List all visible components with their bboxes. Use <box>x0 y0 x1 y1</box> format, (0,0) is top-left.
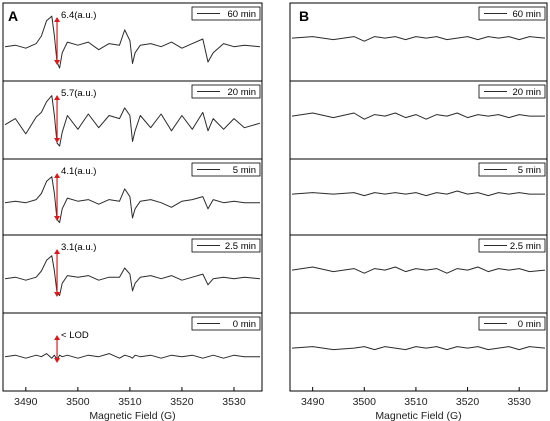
spectrum-trace-0-min <box>4 353 260 361</box>
panel-a-frame <box>2 2 263 392</box>
amplitude-arrow-head-up <box>54 249 61 254</box>
spectrum-trace-2-5-min <box>291 266 546 274</box>
panel-letter: A <box>8 8 18 24</box>
legend-box <box>478 238 546 253</box>
amplitude-annotation: 4.1(a.u.) <box>61 166 96 177</box>
spectrum-trace-60-min <box>291 36 546 42</box>
legend-label: 2.5 min <box>510 241 541 252</box>
amplitude-annotation: < LOD <box>61 330 89 341</box>
spectrum-trace-60-min <box>4 15 261 69</box>
legend-box <box>191 162 261 177</box>
x-tick-label: 3520 <box>456 396 480 408</box>
x-axis-label: Magnetic Field (G) <box>375 410 461 421</box>
x-tick-label: 3530 <box>508 396 532 408</box>
x-tick-label: 3520 <box>170 396 194 408</box>
amplitude-arrow-head-up <box>54 173 61 178</box>
legend-box <box>191 6 261 21</box>
legend-label: 60 min <box>512 9 541 20</box>
amplitude-arrow-head-up <box>54 335 61 340</box>
legend-box <box>478 316 546 331</box>
legend-label: 0 min <box>233 319 256 330</box>
amplitude-arrow-head-down <box>54 216 61 221</box>
x-tick-label: 3490 <box>14 396 38 408</box>
x-tick-label: 3510 <box>118 396 142 408</box>
legend-box <box>478 84 546 99</box>
x-tick-label: 3530 <box>222 396 246 408</box>
legend-box <box>478 6 546 21</box>
legend-label: 0 min <box>518 319 541 330</box>
panel-letter: B <box>299 8 309 24</box>
spectrum-trace-20-min <box>4 95 261 147</box>
panel-b-frame <box>289 2 548 392</box>
amplitude-arrow-head-up <box>54 17 61 22</box>
x-tick-label: 3510 <box>404 396 428 408</box>
legend-label: 5 min <box>233 165 256 176</box>
legend-label: 2.5 min <box>225 241 256 252</box>
amplitude-arrow-head-down <box>54 138 61 143</box>
spectrum-trace-5-min <box>291 190 545 197</box>
x-tick-label: 3500 <box>353 396 377 408</box>
x-tick-label: 3490 <box>301 396 325 408</box>
legend-label: 5 min <box>518 165 541 176</box>
legend-label: 60 min <box>227 9 256 20</box>
spectrum-trace-0-min <box>291 346 546 351</box>
amplitude-arrow-head-down <box>54 292 61 297</box>
legend-label: 20 min <box>512 87 541 98</box>
legend-label: 20 min <box>227 87 256 98</box>
amplitude-annotation: 3.1(a.u.) <box>61 242 96 253</box>
amplitude-annotation: 5.7(a.u.) <box>61 88 96 99</box>
x-tick-label: 3500 <box>66 396 90 408</box>
legend-box <box>191 84 261 99</box>
amplitude-arrow-head-down <box>54 358 61 363</box>
legend-box <box>191 316 261 331</box>
amplitude-annotation: 6.4(a.u.) <box>61 10 96 21</box>
amplitude-arrow-head-up <box>54 95 61 100</box>
legend-box <box>191 238 261 253</box>
x-axis-label: Magnetic Field (G) <box>89 410 175 421</box>
amplitude-arrow-head-down <box>54 60 61 65</box>
spectrum-trace-2-5-min <box>4 255 261 296</box>
spectrum-trace-5-min <box>4 176 260 224</box>
spectrum-trace-20-min <box>291 112 545 120</box>
legend-box <box>478 162 546 177</box>
